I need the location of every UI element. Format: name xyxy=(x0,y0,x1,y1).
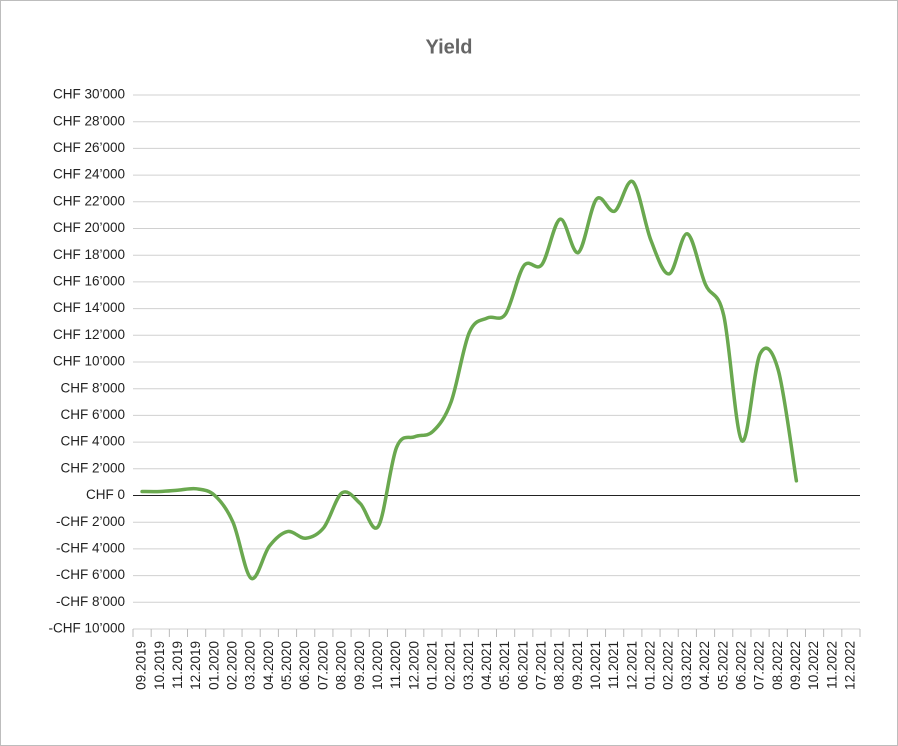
x-tick-label: 12.2022 xyxy=(842,641,857,690)
x-tick-label: 06.2021 xyxy=(515,641,530,690)
y-tick-label: CHF 14’000 xyxy=(53,300,125,315)
x-tick-label: 07.2020 xyxy=(315,641,330,690)
y-tick-label: CHF 12’000 xyxy=(53,327,125,342)
x-tick-label: 11.2020 xyxy=(388,641,403,689)
x-tick-label: 02.2021 xyxy=(443,641,458,690)
x-tick-label: 08.2020 xyxy=(334,641,349,690)
x-tick-label: 01.2022 xyxy=(643,641,658,690)
x-tick-label: 04.2022 xyxy=(697,641,712,690)
x-tick-label: 11.2019 xyxy=(170,641,185,689)
x-tick-label: 12.2020 xyxy=(406,641,421,690)
x-tick-label: 07.2021 xyxy=(534,641,549,690)
x-tick-label: 05.2022 xyxy=(715,641,730,690)
y-tick-label: CHF 18’000 xyxy=(53,247,125,262)
y-tick-label: CHF 30’000 xyxy=(53,87,125,102)
x-tick-label: 05.2021 xyxy=(497,641,512,690)
x-tick-label: 01.2020 xyxy=(206,641,221,690)
x-tick-label: 03.2022 xyxy=(679,641,694,690)
y-tick-label: CHF 16’000 xyxy=(53,273,125,288)
x-tick-label: 06.2020 xyxy=(297,641,312,690)
y-tick-label: CHF 8’000 xyxy=(60,380,125,395)
y-tick-label: -CHF 2’000 xyxy=(56,514,125,529)
y-tick-label: CHF 26’000 xyxy=(53,140,125,155)
x-tick-label: 01.2021 xyxy=(424,641,439,690)
x-tick-label: 11.2022 xyxy=(824,641,839,689)
x-tick-label: 08.2021 xyxy=(552,641,567,690)
y-tick-label: CHF 20’000 xyxy=(53,220,125,235)
y-tick-label: CHF 2’000 xyxy=(60,460,125,475)
x-tick-label: 04.2021 xyxy=(479,641,494,690)
y-tick-label: CHF 0 xyxy=(86,487,125,502)
chart-title: Yield xyxy=(425,36,472,58)
x-tick-label: 10.2022 xyxy=(806,641,821,690)
y-tick-label: -CHF 10’000 xyxy=(48,621,125,636)
x-tick-label: 08.2022 xyxy=(770,641,785,690)
x-tick-label: 06.2022 xyxy=(733,641,748,690)
y-tick-label: CHF 28’000 xyxy=(53,113,125,128)
x-tick-label: 04.2020 xyxy=(261,641,276,690)
x-tick-label: 12.2021 xyxy=(624,641,639,690)
x-tick-label: 07.2022 xyxy=(752,641,767,690)
x-tick-label: 09.2019 xyxy=(134,641,149,690)
y-tick-label: CHF 22’000 xyxy=(53,193,125,208)
x-tick-label: 10.2020 xyxy=(370,641,385,690)
x-tick-label: 02.2020 xyxy=(225,641,240,690)
y-tick-label: -CHF 8’000 xyxy=(56,594,125,609)
x-tick-label: 05.2020 xyxy=(279,641,294,690)
x-tick-label: 09.2022 xyxy=(788,641,803,690)
x-tick-label: 10.2019 xyxy=(152,641,167,690)
x-tick-label: 03.2021 xyxy=(461,641,476,690)
y-tick-label: CHF 4’000 xyxy=(60,434,125,449)
y-tick-label: -CHF 6’000 xyxy=(56,567,125,582)
x-tick-label: 03.2020 xyxy=(243,641,258,690)
line-series xyxy=(140,179,799,581)
x-tick-label: 11.2021 xyxy=(606,641,621,689)
x-tick-label: 10.2021 xyxy=(588,641,603,690)
x-tick-label: 09.2021 xyxy=(570,641,585,690)
y-tick-label: CHF 6’000 xyxy=(60,407,125,422)
y-tick-label: -CHF 4’000 xyxy=(56,540,125,555)
x-tick-label: 09.2020 xyxy=(352,641,367,690)
x-tick-label: 02.2022 xyxy=(661,641,676,690)
x-tick-label: 12.2019 xyxy=(188,641,203,690)
y-tick-label: CHF 10’000 xyxy=(53,354,125,369)
y-tick-label: CHF 24’000 xyxy=(53,167,125,182)
